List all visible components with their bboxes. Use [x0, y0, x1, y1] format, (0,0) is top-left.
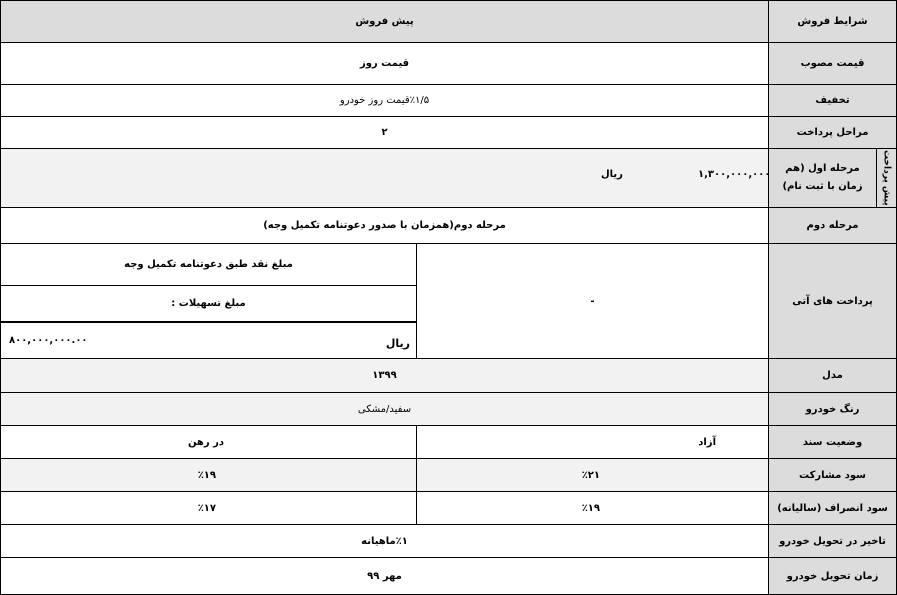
cancellation-free: ٪۱۹	[416, 491, 769, 525]
value-color: سفید/مشکی	[0, 392, 769, 426]
status-free: آزاد	[416, 425, 769, 459]
label-delivery-delay: تاخیر در تحویل خودرو	[768, 524, 897, 558]
value-payment-stages: ۲	[0, 116, 769, 149]
label-color: رنگ خودرو	[768, 392, 897, 426]
label-sale-terms: شرایط فروش	[768, 0, 897, 43]
label-cancellation-profit: سود انصراف (سالیانه)	[768, 491, 897, 525]
label-partnership-profit: سود مشارکت	[768, 458, 897, 492]
loan-amount-cell: ۸۰۰,۰۰۰,۰۰۰.۰۰ ریال	[0, 322, 417, 359]
label-model: مدل	[768, 358, 897, 393]
value-discount: ٪۱/۵قیمت روز خودرو	[0, 84, 769, 117]
cancellation-mortgaged: ٪۱۷	[0, 491, 417, 525]
label-stage-one: مرحله اول (هم زمان با ثبت نام)	[768, 148, 877, 208]
value-sale-terms: پیش فروش	[0, 0, 769, 43]
partnership-mortgaged: ٪۱۹	[0, 458, 417, 492]
value-model: ۱۳۹۹	[0, 358, 769, 393]
label-future-payments: پرداخت های آتی	[768, 243, 897, 359]
label-delivery-time: زمان تحویل خودرو	[768, 557, 897, 595]
label-payment-stages: مراحل پرداخت	[768, 116, 897, 149]
loan-unit: ریال	[385, 337, 410, 350]
loan-amount: ۸۰۰,۰۰۰,۰۰۰.۰۰	[9, 335, 88, 346]
value-stage-two: مرحله دوم(همزمان با صدور دعوتنامه تکمیل …	[0, 207, 769, 244]
label-approved-price: قیمت مصوب	[768, 42, 897, 85]
stage-one-amount: ۱,۳۰۰,۰۰۰,۰۰۰	[698, 169, 771, 180]
label-stage-two: مرحله دوم	[768, 207, 897, 244]
partnership-free: ٪۲۱	[416, 458, 769, 492]
loan-amount-label: مبلغ تسهیلات :	[0, 285, 417, 323]
value-approved-price: قیمت روز	[0, 42, 769, 85]
value-delivery-delay: ٪۱ماهیانه	[0, 524, 769, 558]
cash-amount-label: مبلغ نقد طبق دعوتنامه تکمیل وجه	[0, 243, 417, 286]
value-stage-one: ۱,۳۰۰,۰۰۰,۰۰۰ ریال	[0, 148, 771, 208]
value-delivery-time: مهر ۹۹	[0, 557, 769, 595]
label-document-status: وضعیت سند	[768, 425, 897, 459]
stage-one-unit: ریال	[601, 169, 623, 180]
status-mortgaged: در رهن	[0, 425, 417, 459]
value-future-payments: -	[416, 243, 769, 359]
label-prepayment-group: پیش پرداخت	[876, 148, 897, 208]
label-discount: تخفیف	[768, 84, 897, 117]
